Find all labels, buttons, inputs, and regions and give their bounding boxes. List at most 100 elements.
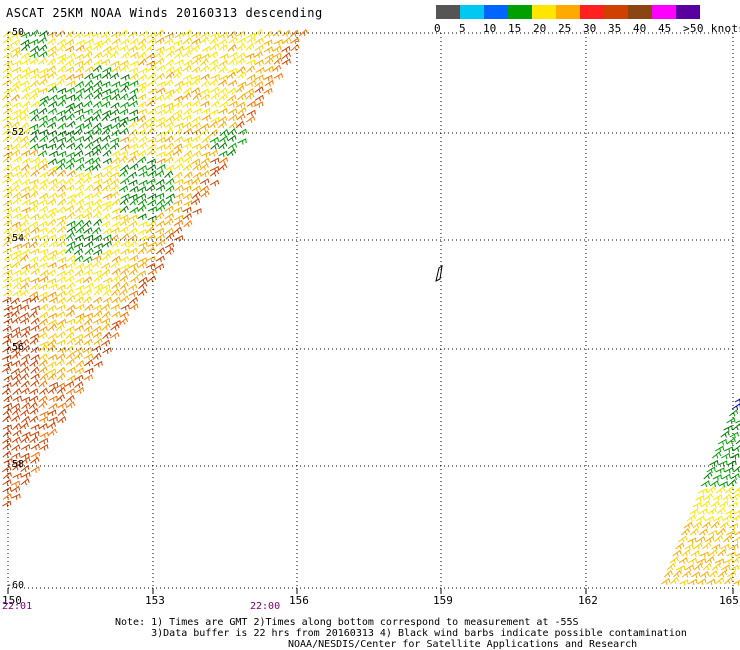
wind-barb (219, 135, 229, 143)
wind-barb (200, 190, 210, 198)
wind-barb (38, 380, 48, 388)
wind-barb (83, 200, 94, 207)
wind-barb (127, 155, 137, 163)
wind-barb (298, 28, 308, 37)
wind-barb (2, 213, 13, 220)
wind-barb (254, 44, 264, 52)
wind-barb (84, 367, 94, 375)
wind-barb (73, 248, 83, 256)
wind-barb (38, 366, 48, 374)
wind-barb (47, 262, 57, 269)
contaminated-barb (435, 264, 443, 282)
wind-barb (19, 289, 29, 297)
wind-barb (12, 73, 22, 81)
wind-barb (56, 339, 66, 346)
wind-barb (83, 100, 93, 108)
wind-barb (56, 206, 66, 214)
wind-barb (2, 247, 12, 255)
wind-barb (263, 39, 273, 46)
wind-barb (192, 57, 202, 65)
wind-barb (47, 218, 57, 227)
wind-barb (165, 142, 175, 150)
wind-barb (678, 557, 688, 564)
wind-barb (155, 151, 166, 158)
wind-barb (722, 493, 732, 501)
wind-barb (182, 156, 193, 164)
wind-barb (101, 113, 111, 122)
wind-barb (19, 219, 29, 228)
wind-barb (147, 220, 157, 228)
wind-barb (56, 219, 66, 227)
wind-barb (183, 59, 193, 67)
wind-barb (39, 73, 49, 80)
wind-barb (2, 263, 12, 270)
wind-barb (119, 255, 129, 263)
wind-barb (83, 359, 94, 367)
wind-barb (155, 93, 165, 101)
wind-barb (65, 66, 75, 73)
wind-barb (20, 31, 31, 39)
wind-barb (47, 353, 57, 361)
wind-barb (65, 113, 75, 121)
time-label-end: 22:00 (250, 601, 281, 612)
wind-barb (3, 171, 13, 179)
wind-barb (200, 31, 210, 39)
wind-barb (57, 233, 67, 241)
wind-barb (21, 248, 31, 256)
wind-barb (128, 67, 139, 74)
lon-label-156: 156 (289, 594, 309, 607)
wind-barb (65, 162, 75, 170)
wind-barb (102, 66, 112, 74)
wind-barb (20, 52, 30, 60)
wind-barb (38, 395, 48, 403)
wind-barb (724, 486, 734, 494)
wind-barb (48, 183, 58, 192)
wind-barb (164, 135, 174, 143)
wind-barb (154, 263, 165, 271)
wind-barb (47, 339, 57, 347)
wind-barb (127, 31, 138, 39)
wind-barb (201, 114, 211, 122)
wind-barb (191, 150, 202, 158)
wind-barb (164, 170, 174, 178)
wind-barb (129, 149, 139, 157)
wind-barb (39, 192, 49, 200)
wind-barb (74, 142, 84, 151)
wind-barb (47, 344, 57, 352)
wind-barb (254, 37, 264, 45)
wind-barb (733, 465, 740, 473)
wind-barb (10, 121, 20, 129)
wind-barb (3, 458, 13, 465)
wind-barb (147, 199, 157, 207)
wind-barb (11, 351, 21, 359)
wind-barb (38, 400, 48, 409)
wind-barb (73, 127, 83, 136)
wind-barb (253, 51, 263, 59)
wind-barb (138, 241, 148, 249)
wind-barb (218, 115, 228, 123)
wind-barb (11, 359, 21, 367)
wind-barb (174, 32, 184, 39)
wind-barb (710, 500, 720, 508)
wind-barb (92, 304, 102, 312)
wind-barb (709, 480, 719, 488)
wind-barb (48, 136, 58, 144)
wind-barb (254, 80, 264, 88)
wind-barb (137, 198, 147, 206)
wind-barb (209, 86, 220, 94)
wind-barb (47, 249, 58, 257)
wind-barb (30, 283, 40, 291)
wind-barb (165, 185, 175, 193)
note-text: Note: 1) Times are GMT 2)Times along bot… (115, 617, 687, 639)
wind-barb (1, 387, 11, 395)
wind-barb (705, 535, 715, 543)
wind-barb (683, 521, 693, 529)
wind-barb (146, 99, 156, 107)
wind-barb (137, 73, 147, 81)
wind-barb (82, 45, 92, 53)
wind-barb (165, 106, 175, 114)
wind-barb (55, 323, 65, 331)
wind-barb (84, 184, 94, 192)
wind-barb (39, 178, 49, 186)
legend-label: 15 (508, 22, 522, 35)
